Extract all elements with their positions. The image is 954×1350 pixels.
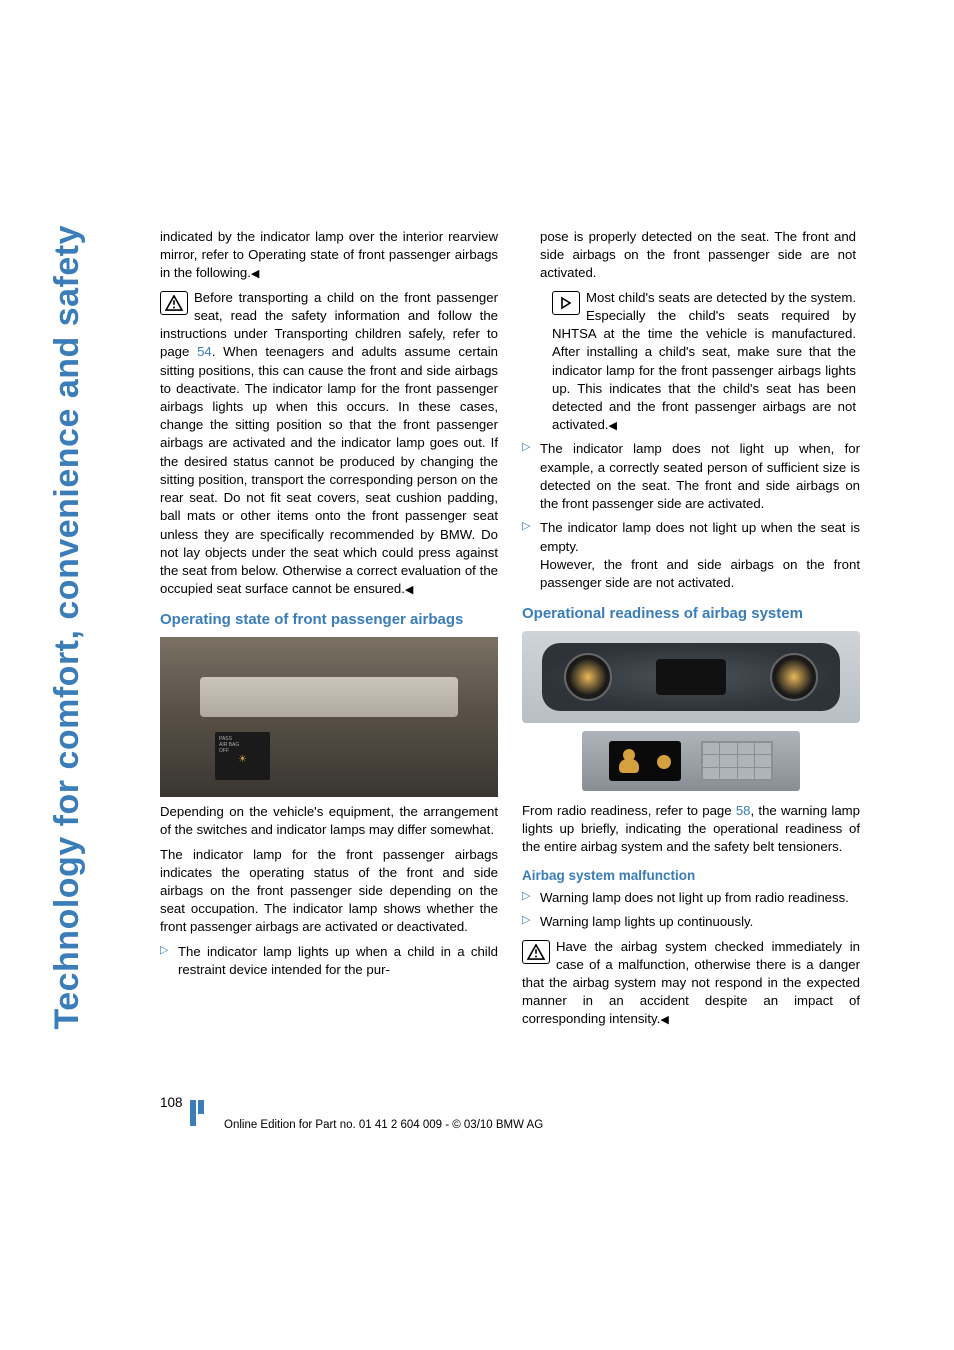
- paragraph: The indicator lamp for the front passeng…: [160, 846, 498, 937]
- list-item: The indicator lamp does not light up whe…: [522, 519, 860, 592]
- right-column: pose is properly detected on the seat. T…: [522, 228, 860, 1035]
- figure-button-grid: [701, 741, 773, 781]
- list-item: Warning lamp does not light up from radi…: [522, 889, 860, 907]
- warning-icon: [160, 291, 188, 315]
- paragraph: Depending on the vehicle's equipment, th…: [160, 803, 498, 839]
- figure-person-icon: [623, 749, 635, 761]
- text: Have the airbag system checked immediate…: [522, 939, 860, 1027]
- footer-text: Online Edition for Part no. 01 41 2 604 …: [224, 1119, 543, 1131]
- figure-warning-light-icon: [657, 755, 671, 769]
- end-marker-icon: ◀: [660, 1014, 668, 1026]
- info-paragraph: Most child's seats are detected by the s…: [552, 289, 856, 435]
- page-reference[interactable]: 54: [197, 344, 212, 359]
- figure-console: [200, 677, 458, 717]
- section-heading: Operating state of front passenger airba…: [160, 610, 498, 631]
- list-item: Warning lamp lights up continuously.: [522, 913, 860, 931]
- end-marker-icon: ◀: [608, 420, 616, 432]
- content-area: indicated by the indicator lamp over the…: [160, 228, 860, 1035]
- left-column: indicated by the indicator lamp over the…: [160, 228, 498, 1035]
- page-marker-icon: [190, 1100, 206, 1126]
- paragraph: pose is properly detected on the seat. T…: [540, 228, 856, 283]
- figure-warning-screen: [609, 741, 681, 781]
- section-heading: Operational readiness of airbag system: [522, 604, 860, 625]
- paragraph: From radio readiness, refer to page 58, …: [522, 802, 860, 857]
- figure-instrument-cluster: [542, 643, 840, 711]
- figure-indicator-panel: PASS AIR BAG OFF ☀: [215, 732, 270, 780]
- list-item: The indicator lamp lights up when a chil…: [160, 943, 498, 979]
- text: indicated by the indicator lamp over the…: [160, 229, 498, 280]
- side-tab-label: Technology for comfort, convenience and …: [48, 225, 87, 1030]
- warning-paragraph: Before transporting a child on the front…: [160, 289, 498, 599]
- text: Most child's seats are detected by the s…: [552, 290, 856, 433]
- text: The indicator lamp does not light up whe…: [540, 520, 860, 553]
- figure-gauge: [564, 653, 612, 701]
- list-item: The indicator lamp does not light up whe…: [522, 440, 860, 513]
- text: . When teenagers and adults assume certa…: [160, 344, 498, 596]
- end-marker-icon: ◀: [251, 268, 259, 280]
- subsection-heading: Airbag system malfunction: [522, 867, 860, 886]
- warning-paragraph: Have the airbag system checked immediate…: [522, 938, 860, 1029]
- figure-dashboard-bottom: [582, 731, 800, 791]
- page-reference[interactable]: 58: [736, 803, 751, 818]
- text: From radio readiness, refer to page: [522, 803, 736, 818]
- figure-person-icon: ☀: [219, 754, 266, 766]
- figure-panel-text: PASS AIR BAG OFF ☀: [215, 732, 270, 770]
- figure-display: [656, 659, 726, 695]
- info-icon: [552, 291, 580, 315]
- page-number: 108: [160, 1095, 183, 1110]
- paragraph: indicated by the indicator lamp over the…: [160, 228, 498, 283]
- warning-icon: [522, 940, 550, 964]
- figure-airbag-readiness: [522, 631, 860, 796]
- figure-gauge: [770, 653, 818, 701]
- side-tab: Technology for comfort, convenience and …: [48, 225, 84, 995]
- end-marker-icon: ◀: [405, 584, 413, 596]
- text: However, the front and side airbags on t…: [540, 557, 860, 590]
- figure-front-passenger-airbag: PASS AIR BAG OFF ☀: [160, 637, 498, 797]
- figure-dashboard-top: [522, 631, 860, 723]
